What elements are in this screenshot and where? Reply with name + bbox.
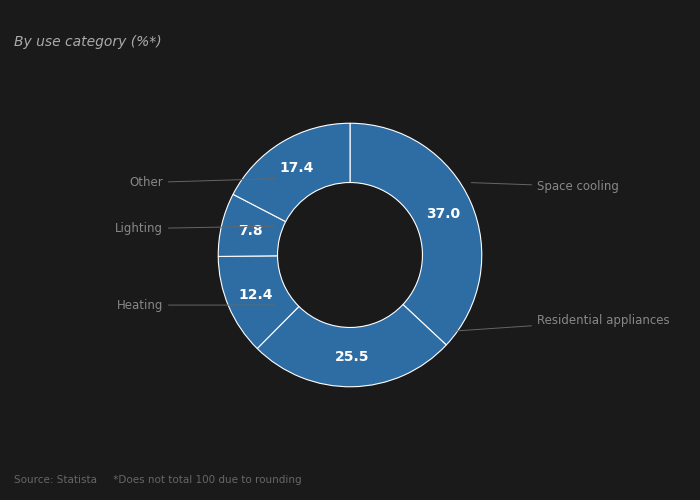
Text: Heating: Heating <box>116 298 274 312</box>
Wedge shape <box>218 194 286 256</box>
Text: By use category (%*): By use category (%*) <box>14 35 162 49</box>
Text: 25.5: 25.5 <box>335 350 369 364</box>
Text: 37.0: 37.0 <box>426 208 461 222</box>
Text: Source: Statista     *Does not total 100 due to rounding: Source: Statista *Does not total 100 due… <box>14 475 302 485</box>
Wedge shape <box>218 256 299 348</box>
Text: 17.4: 17.4 <box>280 160 314 174</box>
Text: 12.4: 12.4 <box>239 288 273 302</box>
Text: Space cooling: Space cooling <box>471 180 619 193</box>
Text: 7.8: 7.8 <box>238 224 263 238</box>
Text: Lighting: Lighting <box>115 222 274 235</box>
Wedge shape <box>350 123 482 345</box>
Wedge shape <box>233 123 350 222</box>
Text: Residential appliances: Residential appliances <box>452 314 670 331</box>
Wedge shape <box>257 304 447 387</box>
Text: Other: Other <box>129 176 274 189</box>
